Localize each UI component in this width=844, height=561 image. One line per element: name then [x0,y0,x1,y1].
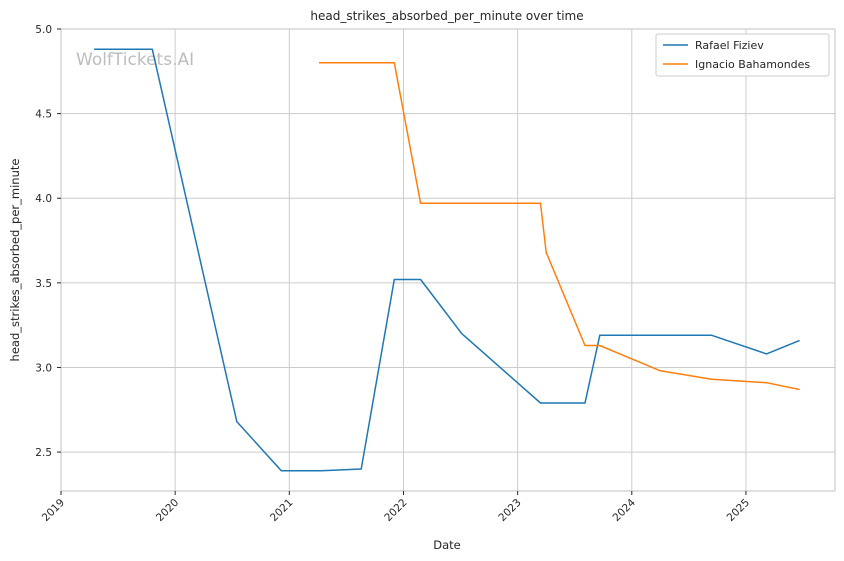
x-tick-label: 2025 [725,497,752,524]
legend: Rafael Fiziev Ignacio Bahamondes [655,33,830,77]
series [94,48,800,472]
x-tick-label: 2020 [154,497,181,524]
x-axis-label: Date [433,538,461,552]
legend-label-ignacio-bahamondes: Ignacio Bahamondes [695,58,810,71]
plot-frame [60,28,836,492]
chart-title: head_strikes_absorbed_per_minute over ti… [310,9,583,23]
y-tick-label: 5.0 [35,24,52,36]
y-tick-label: 3.0 [35,362,52,374]
x-tick-label: 2023 [496,497,523,524]
watermark: WolfTickets.AI [76,50,194,70]
x-tick-label: 2024 [611,496,639,524]
legend-box [655,33,830,77]
series-line-ignacio-bahamondes [319,62,800,391]
y-axis-ticks: 2.5 3.0 3.5 4.0 4.5 5.0 [35,24,61,459]
y-tick-label: 4.0 [35,193,52,205]
x-axis-ticks: 2019 2020 2021 2022 2023 2024 2025 [40,491,752,524]
grid [60,29,835,491]
x-tick-label: 2021 [268,497,295,524]
y-tick-label: 2.5 [35,447,52,459]
y-axis-label: head_strikes_absorbed_per_minute [8,159,22,362]
y-tick-label: 4.5 [35,109,52,121]
series-line-rafael-fiziev [94,48,800,472]
legend-label-rafael-fiziev: Rafael Fiziev [695,39,764,52]
y-tick-label: 3.5 [35,278,52,290]
x-tick-label: 2022 [382,497,409,524]
x-tick-label: 2019 [40,497,67,524]
